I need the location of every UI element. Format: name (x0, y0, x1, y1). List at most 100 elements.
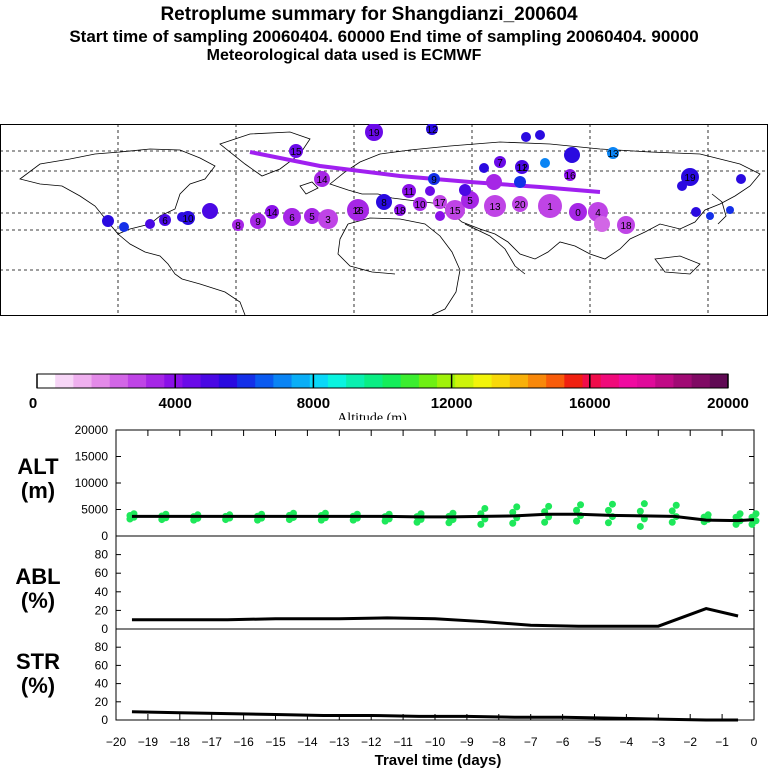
plume-marker (459, 184, 471, 196)
colorbar-cell (400, 374, 420, 388)
map-frame (0, 124, 768, 316)
colorbar-cell (164, 374, 183, 388)
altitude-colorbar: 0 4000 8000 12000 16000 20000 Altitude (m) (29, 373, 749, 420)
plume-marker-label: 17 (434, 198, 446, 209)
plume-marker (594, 216, 610, 232)
plume-marker (706, 212, 714, 220)
plume-marker-label: 10 (414, 200, 426, 211)
x-tick-label: 0 (751, 735, 758, 749)
y-tick-label: 40 (95, 677, 109, 691)
plume-marker (202, 203, 218, 219)
str-label-bottom: (%) (20, 673, 56, 698)
colorbar-tick-label: 0 (29, 395, 37, 412)
plume-marker (433, 195, 447, 209)
colorbar-cell (182, 374, 202, 388)
abl-label-top: ABL (15, 564, 61, 589)
colorbar-cell (200, 374, 220, 388)
plume-marker (232, 219, 244, 231)
colorbar-cell (73, 374, 93, 388)
abl-label-bottom: (%) (20, 588, 56, 613)
colorbar-cell (618, 374, 638, 388)
plume-marker (479, 163, 489, 173)
plume-marker-label: 5 (309, 212, 315, 223)
colorbar-cell (218, 374, 238, 388)
colorbar-cells (36, 373, 729, 389)
y-tick-label: 60 (95, 658, 109, 672)
x-tick-label: −17 (202, 735, 223, 749)
y-tick-label: 60 (95, 566, 109, 580)
alt-scatter-point (477, 520, 485, 528)
x-tick-label: −9 (460, 735, 474, 749)
plume-marker-label: 14 (316, 175, 328, 186)
colorbar-cell (527, 374, 547, 388)
alt-scatter-point (449, 509, 457, 517)
alt-scatter-point (704, 511, 712, 519)
plume-marker (681, 168, 699, 186)
x-tick-label: −6 (556, 735, 570, 749)
plume-marker-label: 16 (564, 171, 576, 182)
plume-marker-label: 15 (449, 206, 461, 217)
plume-marker (515, 160, 529, 174)
alt-scatter-point (509, 508, 517, 516)
plume-marker-label: 20 (514, 200, 526, 211)
x-tick-label: −7 (524, 735, 538, 749)
colorbar-cell (237, 374, 256, 388)
colorbar-cell (273, 374, 293, 388)
plume-marker-label: 8 (235, 221, 241, 232)
alt-scatter-point (577, 501, 585, 509)
y-tick-label: 5000 (81, 503, 108, 517)
plume-marker (177, 212, 187, 222)
plume-marker (564, 169, 576, 181)
y-tick-label: 80 (95, 548, 109, 562)
x-tick-label: −8 (492, 735, 506, 749)
alt-scatter-point (668, 518, 676, 526)
y-tick-label: 0 (101, 529, 108, 543)
colorbar-cell (418, 374, 438, 388)
colorbar-cell (600, 374, 620, 388)
plume-marker (486, 174, 502, 190)
plume-marker-label: 18 (394, 206, 406, 217)
plume-marker (304, 208, 320, 224)
colorbar-cell (673, 374, 693, 388)
alt-scatter-point (668, 507, 676, 515)
alt-scatter-point (541, 518, 549, 526)
panel-axes: 0 5000 10000 15000 20000 0 20 40 60 80 0 20 40 60 80 (75, 423, 755, 727)
colorbar-cell (127, 374, 147, 388)
plume-marker-label: 9 (255, 217, 261, 228)
colorbar-cell (691, 374, 711, 388)
plume-marker (435, 211, 445, 221)
y-tick-label: 10000 (75, 476, 109, 490)
colorbar-tick-label: 12000 (431, 395, 473, 412)
plume-marker-label: 12 (516, 163, 528, 174)
colorbar-tick-label: 20000 (707, 395, 749, 412)
plume-marker-label: 8 (381, 198, 387, 209)
colorbar-cell (309, 374, 329, 388)
plume-marker-label: 11 (404, 187, 415, 198)
plume-marker (726, 206, 734, 214)
colorbar-cell (55, 374, 74, 388)
alt-scatter-point (573, 517, 581, 525)
plume-marker (145, 219, 155, 229)
plume-marker-label: 12 (426, 125, 438, 136)
alt-scatter-point (736, 510, 744, 518)
plume-marker-label: 1 (547, 202, 553, 213)
plume-marker (413, 197, 427, 211)
colorbar-cell (491, 374, 511, 388)
x-tick-label: −18 (170, 735, 191, 749)
colorbar-cell (255, 374, 274, 388)
plume-marker (289, 144, 303, 158)
plume-marker (365, 124, 383, 141)
plume-marker-label: 7 (497, 158, 503, 169)
alt-scatter-point (636, 507, 644, 515)
colorbar-label: Altitude (m) (337, 411, 407, 420)
colorbar-cell (346, 374, 365, 388)
alt-scatter-point (752, 510, 760, 518)
y-tick-label: 20 (95, 695, 109, 709)
colorbar-cell (709, 374, 729, 388)
plume-marker (514, 176, 526, 188)
plume-marker (402, 184, 416, 198)
plume-marker-label: 16 (352, 206, 364, 217)
plume-marker-label: 5 (467, 196, 473, 207)
